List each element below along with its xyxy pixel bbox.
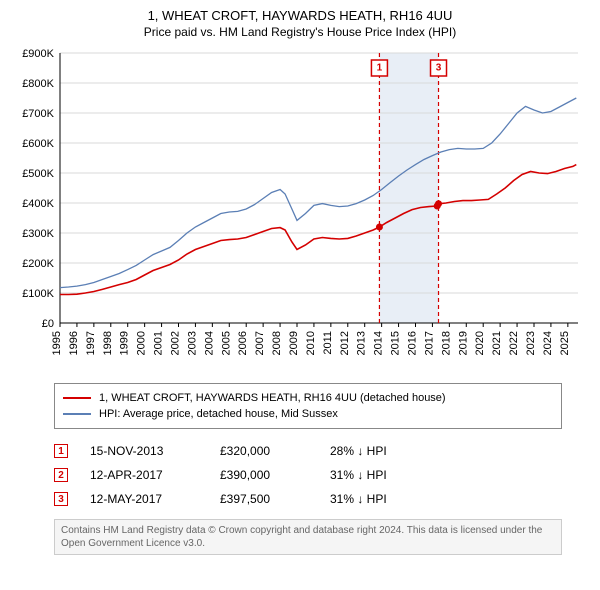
legend: 1, WHEAT CROFT, HAYWARDS HEATH, RH16 4UU… (54, 383, 562, 429)
x-tick-label: 2020 (474, 331, 486, 355)
y-tick-label: £200K (22, 258, 54, 270)
legend-swatch (63, 397, 91, 399)
chart-area: £0 £100K £200K £300K £400K £500K £600K £700K £80… (12, 47, 588, 377)
sale-row-pct: 31% ↓ HPI (330, 468, 450, 482)
x-tick-label: 2007 (254, 331, 266, 355)
legend-row: 1, WHEAT CROFT, HAYWARDS HEATH, RH16 4UU… (63, 390, 553, 406)
y-tick-label: £700K (22, 108, 54, 120)
x-tick-label: 2002 (169, 331, 181, 355)
chart-title: 1, WHEAT CROFT, HAYWARDS HEATH, RH16 4UU (12, 8, 588, 23)
x-tick-label: 1997 (85, 331, 97, 355)
y-tick-label: £300K (22, 228, 54, 240)
series-price_paid (60, 165, 576, 295)
x-tick-label: 2004 (203, 331, 215, 355)
sales-row: 2 12-APR-2017£390,00031% ↓ HPI (54, 463, 562, 487)
x-tick-label: 2000 (136, 331, 148, 355)
x-tick-label: 2019 (457, 331, 469, 355)
x-tick-label: 2006 (237, 331, 249, 355)
x-tick-label: 2017 (423, 331, 435, 355)
sale-marker-number: 1 (377, 63, 383, 74)
sale-row-date: 15-NOV-2013 (90, 444, 220, 458)
sale-row-pct: 31% ↓ HPI (330, 492, 450, 506)
sales-table: 1 15-NOV-2013£320,00028% ↓ HPI 2 12-APR-201… (54, 439, 562, 511)
x-tick-label: 2025 (559, 331, 571, 355)
sales-row: 1 15-NOV-2013£320,00028% ↓ HPI (54, 439, 562, 463)
x-tick-label: 1999 (119, 331, 131, 355)
sale-row-price: £320,000 (220, 444, 330, 458)
sale-row-marker: 3 (54, 492, 68, 506)
sale-row-date: 12-MAY-2017 (90, 492, 220, 506)
legend-row: HPI: Average price, detached house, Mid … (63, 406, 553, 422)
sale-row-price: £397,500 (220, 492, 330, 506)
x-tick-label: 2018 (440, 331, 452, 355)
y-tick-label: £400K (22, 198, 54, 210)
x-tick-label: 2015 (390, 331, 402, 355)
x-tick-label: 2021 (491, 331, 503, 355)
y-tick-label: £0 (42, 318, 54, 330)
x-tick-label: 2001 (153, 331, 165, 355)
legend-label: 1, WHEAT CROFT, HAYWARDS HEATH, RH16 4UU… (99, 392, 446, 404)
x-tick-label: 2012 (339, 331, 351, 355)
x-tick-label: 2013 (356, 331, 368, 355)
x-tick-label: 2022 (508, 331, 520, 355)
sale-row-marker: 2 (54, 468, 68, 482)
sale-row-pct: 28% ↓ HPI (330, 444, 450, 458)
x-tick-label: 1995 (51, 331, 63, 355)
y-tick-label: £800K (22, 78, 54, 90)
sale-row-marker: 1 (54, 444, 68, 458)
y-tick-label: £500K (22, 168, 54, 180)
y-tick-label: £900K (22, 48, 54, 60)
y-tick-label: £600K (22, 138, 54, 150)
x-tick-label: 1996 (68, 331, 80, 355)
sale-row-price: £390,000 (220, 468, 330, 482)
sale-marker-number: 3 (436, 63, 442, 74)
y-tick-label: £100K (22, 288, 54, 300)
x-tick-label: 2016 (406, 331, 418, 355)
title-block: 1, WHEAT CROFT, HAYWARDS HEATH, RH16 4UU… (12, 8, 588, 39)
x-tick-label: 2005 (220, 331, 232, 355)
x-tick-label: 2003 (186, 331, 198, 355)
x-tick-label: 2008 (271, 331, 283, 355)
x-tick-label: 2011 (322, 331, 334, 355)
x-tick-label: 2010 (305, 331, 317, 355)
legend-label: HPI: Average price, detached house, Mid … (99, 408, 338, 420)
sale-dot (435, 200, 442, 207)
legend-swatch (63, 413, 91, 415)
x-tick-label: 2014 (373, 331, 385, 355)
x-tick-label: 2024 (542, 331, 554, 355)
x-tick-label: 2009 (288, 331, 300, 355)
sale-dot (376, 224, 383, 231)
chart-svg: £0 £100K £200K £300K £400K £500K £600K £700K £80… (12, 47, 588, 377)
sale-row-date: 12-APR-2017 (90, 468, 220, 482)
shaded-sale-band (379, 53, 438, 323)
footer-attribution: Contains HM Land Registry data © Crown c… (54, 519, 562, 555)
x-tick-label: 2023 (525, 331, 537, 355)
sales-row: 3 12-MAY-2017£397,50031% ↓ HPI (54, 487, 562, 511)
chart-subtitle: Price paid vs. HM Land Registry's House … (12, 25, 588, 39)
x-tick-label: 1998 (102, 331, 114, 355)
chart-container: { "title": "1, WHEAT CROFT, HAYWARDS HEA… (0, 0, 600, 565)
